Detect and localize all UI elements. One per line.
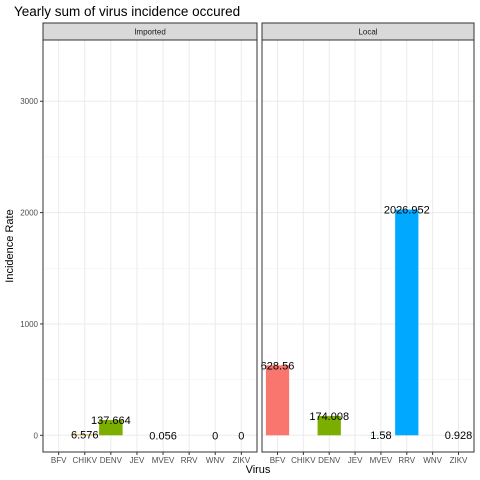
data-label: 137.664: [91, 415, 131, 427]
x-tick-label: RRV: [181, 456, 198, 465]
y-tick-label: 1000: [20, 320, 38, 329]
x-tick-label: JEV: [348, 456, 363, 465]
x-tick-label: MVEV: [152, 456, 175, 465]
bar-imported-denv: [99, 419, 123, 436]
data-label: 628.56: [261, 360, 295, 372]
y-tick-label: 2000: [20, 209, 38, 218]
x-tick-label: ZIKV: [450, 456, 468, 465]
data-label: 0: [212, 430, 218, 442]
data-label: 2026.952: [384, 205, 430, 217]
y-tick-label: 0: [34, 431, 39, 440]
data-label: 1.58: [370, 430, 391, 442]
x-tick-label: BFV: [51, 456, 67, 465]
bar-local-denv: [317, 415, 341, 436]
facet-panel-imported: 6.576 137.664 0.056 0 0 Imported BFV CHIKV DENV J…: [42, 22, 258, 465]
x-tick-label: CHIKV: [73, 456, 98, 465]
y-tick-label: 3000: [20, 97, 38, 106]
strip-background: [42, 22, 258, 41]
x-tick-label: WNV: [206, 456, 225, 465]
facet-panel-local: 628.56 174.008 1.58 2026.952 0.928 Local BFV CH…: [261, 22, 475, 465]
x-tick-label: BFV: [270, 456, 286, 465]
bar-local-bfv: [265, 365, 290, 436]
x-tick-label: DENV: [100, 456, 123, 465]
data-label: 0: [238, 430, 244, 442]
x-tick-label: WNV: [423, 456, 442, 465]
x-tick-label: MVEV: [370, 456, 393, 465]
data-label: 0.056: [149, 430, 177, 442]
x-tick-label: ZIKV: [232, 456, 250, 465]
data-label: 174.008: [309, 411, 349, 423]
data-label: 0.928: [445, 430, 473, 442]
y-axis-title: Incidence Rate: [4, 209, 16, 282]
x-tick-label: DENV: [318, 456, 341, 465]
x-tick-label: JEV: [130, 456, 145, 465]
x-tick-label: CHIKV: [291, 456, 316, 465]
bar-local-rrv: [395, 209, 419, 436]
strip-background: [261, 22, 475, 41]
panel-background: [262, 40, 474, 452]
x-axis-title: Virus: [246, 464, 271, 476]
strip-label: Imported: [134, 28, 166, 37]
bar-imported-chikv: [73, 434, 97, 436]
panel-background: [43, 40, 257, 452]
chart-title: Yearly sum of virus incidence occured: [14, 4, 240, 19]
data-label: 6.576: [71, 430, 99, 442]
strip-label: Local: [358, 28, 377, 37]
x-tick-label: RRV: [398, 456, 415, 465]
